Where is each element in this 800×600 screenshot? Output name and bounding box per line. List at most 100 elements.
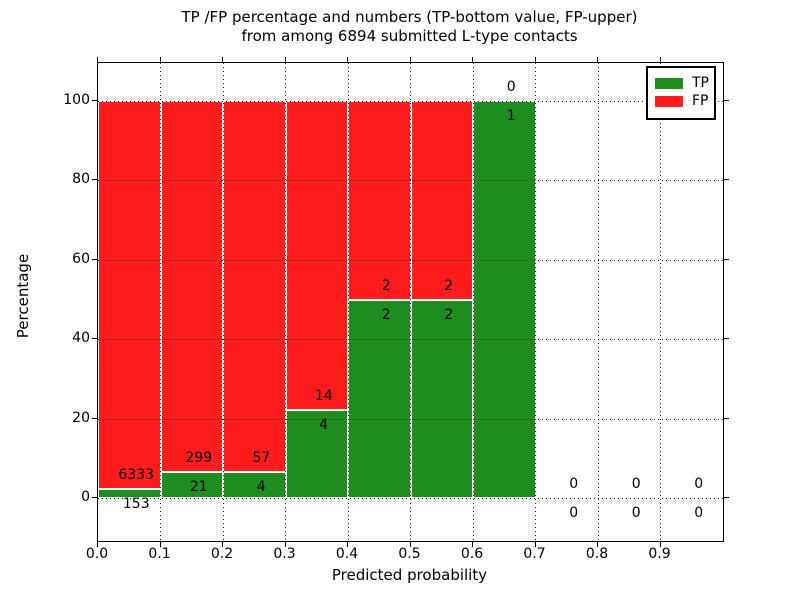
fp-bar-segment <box>98 101 161 489</box>
vertical-gridline <box>285 63 286 541</box>
tp-bar-segment <box>410 299 473 498</box>
horizontal-gridline <box>98 339 723 341</box>
y-tick-mark <box>92 258 97 260</box>
x-tick-label: 0.6 <box>460 546 484 562</box>
x-axis-label: Predicted probability <box>331 566 488 584</box>
x-tick-mark-top <box>222 57 223 62</box>
x-tick-label: 0.5 <box>398 546 421 562</box>
x-tick-mark-top <box>659 57 661 62</box>
y-tick-label: 80 <box>72 171 90 188</box>
y-tick-mark <box>92 497 97 498</box>
tp-count-label: 0 <box>631 505 641 521</box>
vertical-gridline <box>660 63 661 541</box>
x-tick-mark <box>347 542 348 547</box>
legend: TP FP <box>646 66 716 120</box>
x-tick-mark <box>159 542 161 547</box>
chart-title-line2: from among 6894 submitted L-type contact… <box>241 27 578 45</box>
fp-count-label: 6333 <box>118 466 155 483</box>
legend-entry: TP <box>655 75 709 91</box>
y-tick-label: 40 <box>72 330 90 347</box>
fp-count-label: 57 <box>252 449 271 466</box>
vertical-gridline <box>222 63 224 541</box>
fp-count-label: 0 <box>631 476 641 492</box>
x-tick-label: 0.4 <box>335 546 359 562</box>
tp-bar-segment <box>473 101 536 498</box>
legend-label: TP <box>692 75 709 91</box>
tp-count-label: 1 <box>506 108 516 124</box>
x-tick-mark <box>409 542 411 547</box>
fp-bar-segment <box>223 101 286 472</box>
x-tick-label: 0.2 <box>210 546 234 562</box>
tp-count-label: 0 <box>569 505 579 521</box>
chart-title-line1: TP /FP percentage and numbers (TP-bottom… <box>181 8 638 26</box>
vertical-gridline <box>347 63 349 541</box>
fp-count-label: 0 <box>694 476 704 492</box>
fp-bar-segment <box>285 101 348 410</box>
vertical-gridline <box>472 63 474 541</box>
y-tick-mark <box>92 179 97 181</box>
vertical-gridline <box>160 63 161 541</box>
x-tick-mark <box>659 542 661 547</box>
x-tick-mark-top <box>159 57 161 62</box>
fp-count-label: 2 <box>444 277 454 294</box>
x-tick-label: 0.3 <box>273 546 296 562</box>
fp-bar-segment <box>160 101 223 472</box>
y-tick-label: 20 <box>72 409 90 426</box>
x-tick-mark <box>284 542 286 547</box>
tp-count-label: 4 <box>256 478 266 495</box>
x-tick-mark-top <box>284 57 286 62</box>
tp-count-label: 21 <box>189 478 208 495</box>
horizontal-gridline <box>98 259 723 261</box>
x-tick-mark-top <box>597 57 598 62</box>
x-tick-mark-top <box>472 57 473 62</box>
x-tick-label: 0.1 <box>148 546 171 562</box>
y-tick-mark <box>92 100 97 101</box>
x-tick-mark <box>597 542 598 547</box>
legend-swatch-tp <box>655 78 683 89</box>
y-tick-mark-right <box>724 417 729 419</box>
horizontal-gridline <box>98 498 723 499</box>
tp-bar-segment <box>285 409 348 498</box>
horizontal-gridline <box>98 418 723 420</box>
y-tick-label: 60 <box>72 250 90 267</box>
vertical-gridline <box>535 63 536 541</box>
tp-bar-segment <box>223 471 286 498</box>
fp-count-label: 299 <box>185 449 213 466</box>
y-axis-label: Percentage <box>14 253 32 339</box>
y-tick-mark <box>92 417 97 419</box>
x-tick-mark-top <box>347 57 348 62</box>
legend-entry: FP <box>655 93 709 109</box>
horizontal-gridline <box>98 101 723 102</box>
x-tick-label: 0.9 <box>648 546 671 562</box>
y-tick-mark-right <box>724 258 729 260</box>
x-tick-mark-top <box>97 57 98 62</box>
x-tick-mark <box>534 542 536 547</box>
y-tick-label: 0 <box>81 489 90 505</box>
vertical-gridline <box>597 63 599 541</box>
x-tick-mark-top <box>534 57 536 62</box>
x-tick-mark <box>222 542 223 547</box>
fp-count-label: 0 <box>569 476 579 492</box>
tp-bar-segment <box>348 299 411 498</box>
tp-count-label: 4 <box>319 416 329 433</box>
fp-count-label: 0 <box>506 79 516 95</box>
horizontal-gridline <box>98 180 723 182</box>
vertical-gridline <box>410 63 411 541</box>
tp-count-label: 0 <box>694 505 704 521</box>
chart-title: TP /FP percentage and numbers (TP-bottom… <box>97 8 722 46</box>
fp-bar-segment <box>348 101 411 300</box>
y-tick-mark-right <box>724 497 729 498</box>
x-tick-label: 0.7 <box>523 546 546 562</box>
plot-area: 6333 153 299 21 57 4 14 4 2 2 2 2 0 1 0 0 0 0 0 0 <box>97 62 724 542</box>
tp-count-label: 153 <box>122 495 150 512</box>
tp-count-label: 2 <box>444 306 454 323</box>
y-tick-label: 100 <box>63 92 90 108</box>
legend-label: FP <box>692 93 709 109</box>
x-tick-mark <box>472 542 473 547</box>
legend-swatch-fp <box>655 96 683 107</box>
fp-count-label: 14 <box>314 387 333 404</box>
x-tick-label: 0.8 <box>585 546 609 562</box>
tp-count-label: 2 <box>381 306 391 323</box>
y-tick-mark-right <box>724 100 729 101</box>
